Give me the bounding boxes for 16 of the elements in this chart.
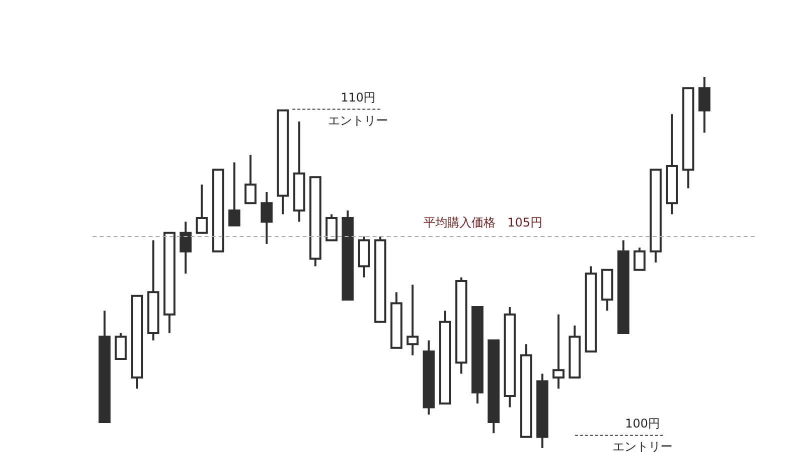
candlestick [552,313,564,390]
candlestick [244,154,256,204]
candlestick [698,76,710,134]
annotation: 110円 [340,90,376,104]
candlestick [180,220,192,275]
candlestick [228,161,240,226]
annotation: エントリー [328,113,388,128]
annotation: エントリー [612,440,673,454]
candlestick [196,184,208,234]
ref-line-label: 平均購入価格 105円 [423,216,542,230]
candlestick [260,191,273,245]
annotation: 100円 [625,416,660,431]
candlestick [406,284,419,356]
candlestick [634,246,646,271]
candlestick [114,332,127,360]
candlestick [326,213,338,242]
